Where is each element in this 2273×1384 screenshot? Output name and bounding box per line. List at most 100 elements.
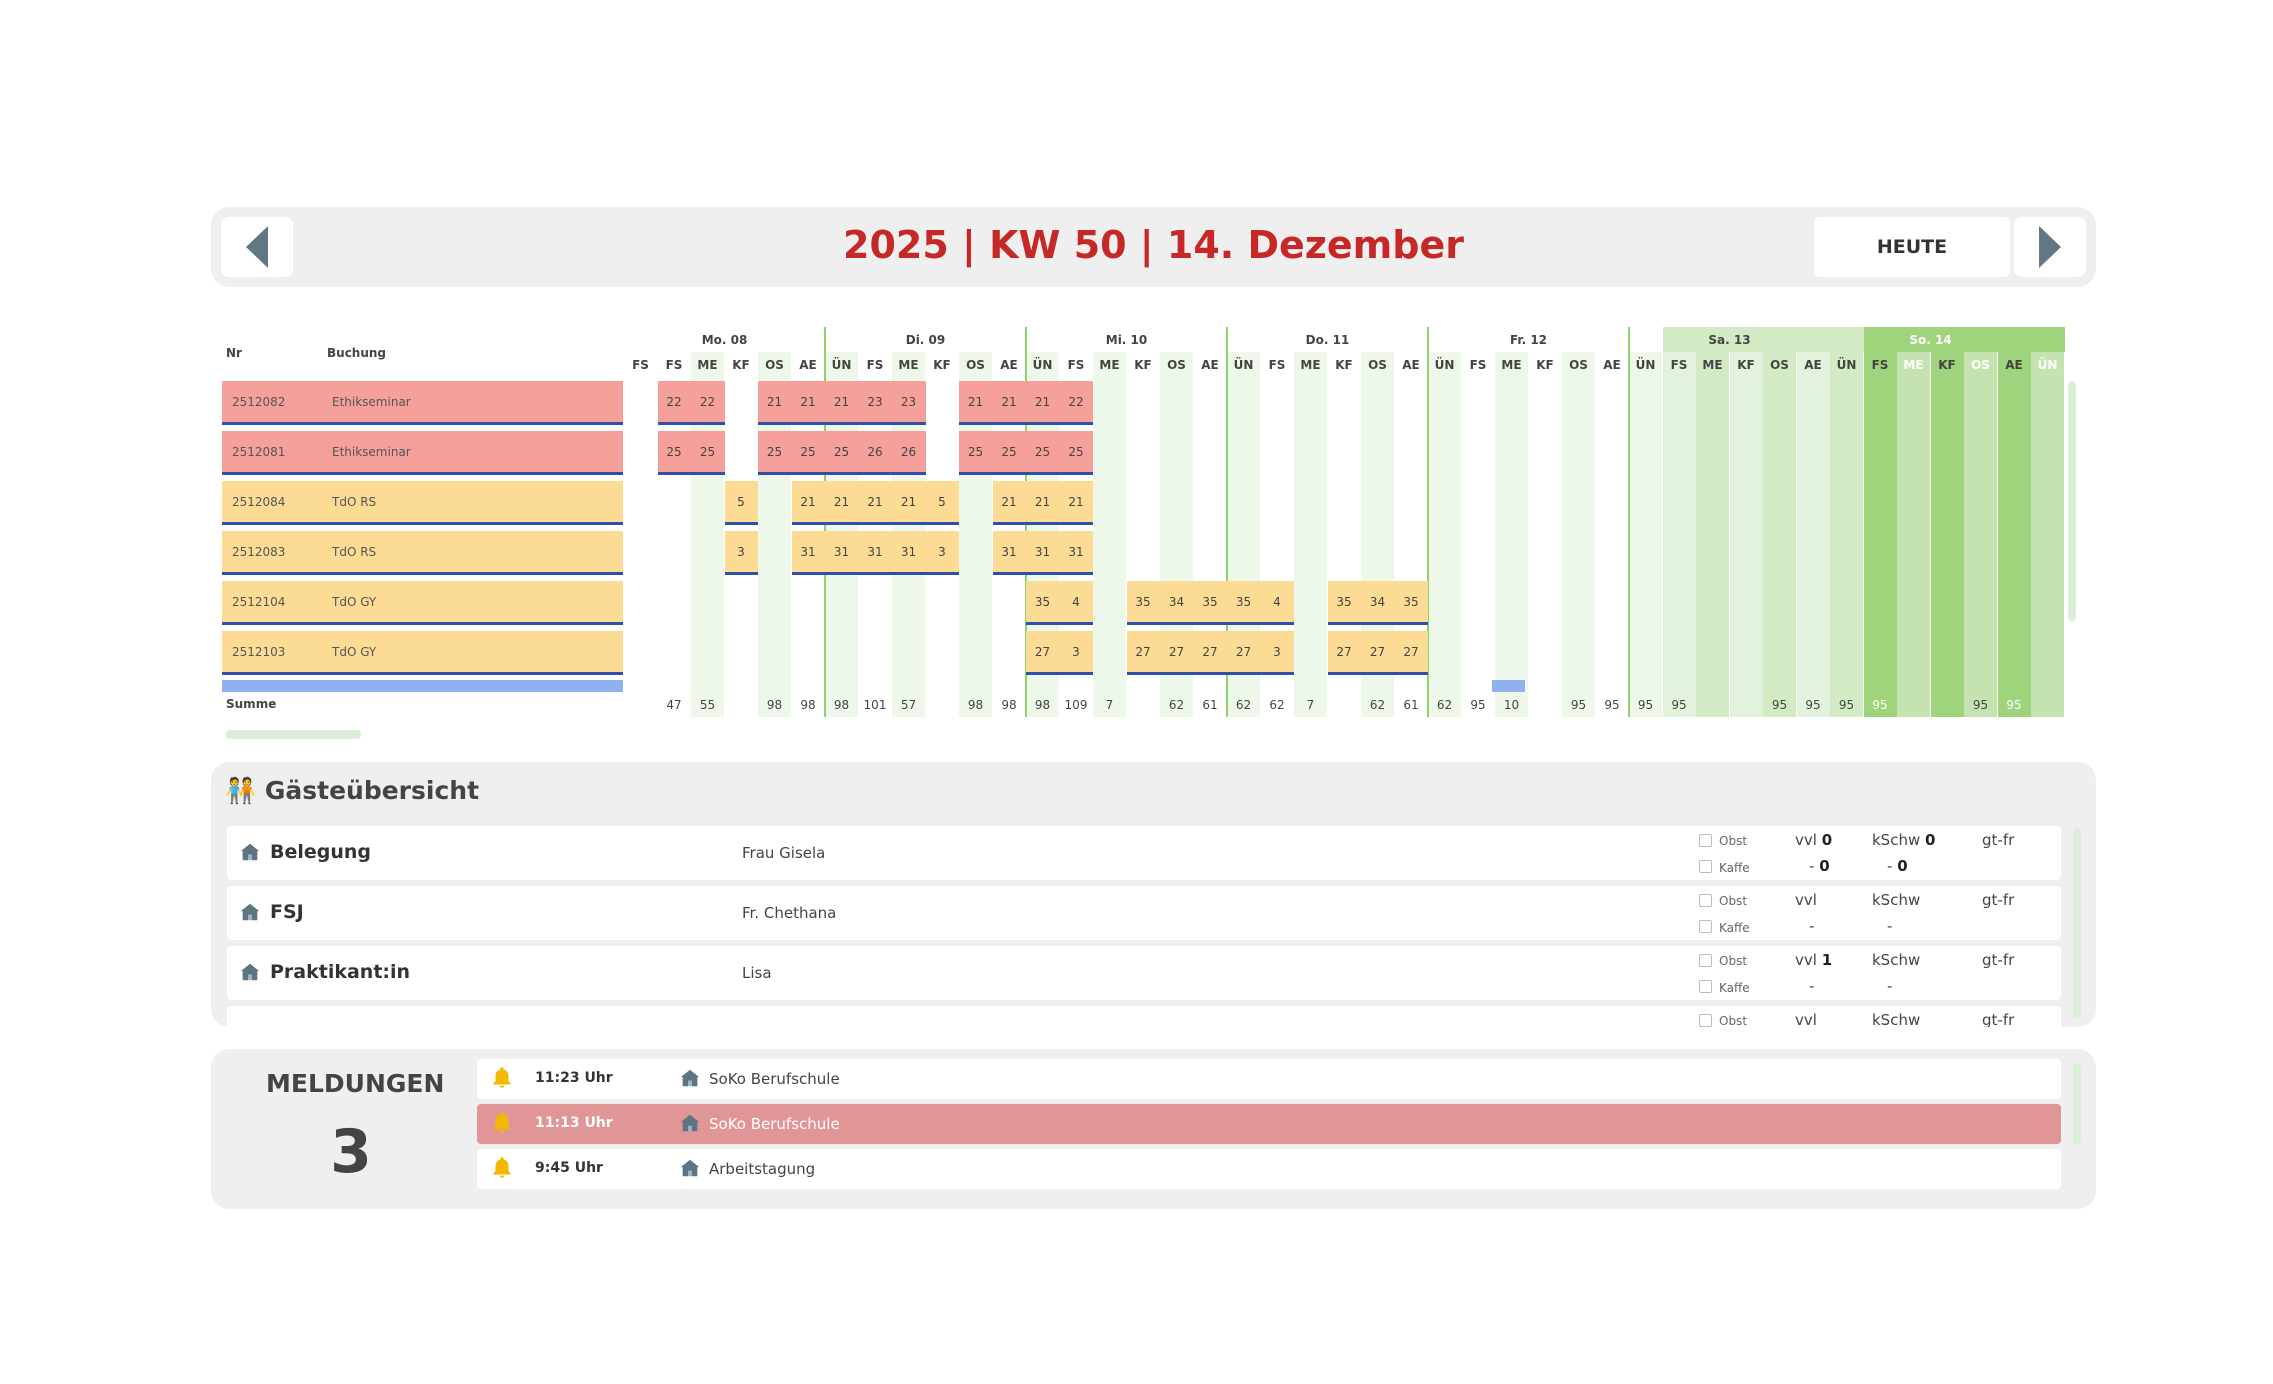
booking-segment[interactable]: [791, 531, 959, 575]
cell-value: 25: [1034, 445, 1051, 459]
booking-segment[interactable]: [657, 431, 725, 475]
dash-value: -: [1887, 917, 1893, 935]
obst-label: Obst: [1719, 894, 1748, 908]
kaffe-checkbox[interactable]: [1699, 980, 1712, 993]
meal-column-header: ME: [1702, 358, 1723, 372]
booking-segment[interactable]: [1327, 631, 1428, 675]
messages-scrollbar[interactable]: [2073, 1063, 2081, 1145]
meal-column-header: KF: [732, 358, 750, 372]
booking-row[interactable]: 2512084 TdO RS: [222, 481, 623, 525]
guest-overview-title: 🧑‍🤝‍🧑 Gästeübersicht: [225, 776, 480, 805]
sum-value: 95: [1771, 698, 1788, 712]
column-background: [1629, 352, 1662, 717]
meal-column-header: ME: [898, 358, 919, 372]
kschw-value: kSchw 0: [1872, 831, 1936, 849]
meal-column-header: OS: [1167, 358, 1186, 372]
booking-segment[interactable]: [1026, 581, 1093, 625]
sum-bar-fr: [1492, 680, 1525, 692]
sum-value: 62: [1369, 698, 1386, 712]
sum-value: 7: [1306, 698, 1315, 712]
column-background: [1997, 352, 2031, 717]
booking-segment[interactable]: [724, 531, 758, 575]
sum-value: 98: [1034, 698, 1051, 712]
meal-column-header: ME: [1903, 358, 1924, 372]
booking-segment[interactable]: [758, 431, 926, 475]
cell-value: 21: [833, 395, 850, 409]
cell-value: 27: [1235, 645, 1252, 659]
cell-value: 27: [1034, 645, 1051, 659]
sum-bar: [222, 680, 623, 692]
booking-segment[interactable]: [724, 481, 758, 525]
meal-column-header: OS: [765, 358, 784, 372]
meal-column-header: ÜN: [831, 358, 852, 372]
cell-value: 27: [1369, 645, 1386, 659]
sum-value: 98: [766, 698, 783, 712]
booking-segment[interactable]: [758, 381, 926, 425]
sum-value: 62: [1235, 698, 1252, 712]
obst-checkbox[interactable]: [1699, 954, 1712, 967]
booking-segment[interactable]: [1026, 631, 1093, 675]
cell-value: 5: [938, 495, 946, 509]
sum-value: 101: [863, 698, 887, 712]
booking-segment[interactable]: [791, 481, 959, 525]
next-week-button[interactable]: [2014, 217, 2086, 277]
booking-segment[interactable]: [1126, 581, 1294, 625]
booking-segment[interactable]: [657, 381, 725, 425]
meal-column-header: FS: [632, 358, 649, 372]
chevron-right-icon: [2039, 226, 2061, 268]
booking-row[interactable]: 2512104 TdO GY: [222, 581, 623, 625]
dash-value: -: [1809, 917, 1815, 935]
day-header: Do. 11: [1305, 333, 1350, 347]
meal-column-header: AE: [1804, 358, 1822, 372]
meal-column-header: AE: [1603, 358, 1621, 372]
meal-column-header: ÜN: [1836, 358, 1857, 372]
booking-row[interactable]: 2512083 TdO RS: [222, 531, 623, 575]
guest-row[interactable]: Belegung Frau Gisela Obst Kaffe vvl 0 kSchw 0…: [227, 826, 2061, 880]
message-item[interactable]: 9:45 Uhr Arbeitstagung: [477, 1149, 2061, 1189]
guest-scrollbar[interactable]: [2073, 828, 2081, 1018]
cell-value: 4: [1273, 595, 1281, 609]
message-item[interactable]: 11:13 Uhr SoKo Berufschule: [477, 1104, 2061, 1144]
obst-label: Obst: [1719, 954, 1748, 968]
prev-week-button[interactable]: [221, 217, 293, 277]
guest-row[interactable]: Praktikant:in Lisa Obst Kaffe vvl 1 kSchw gt-…: [227, 946, 2061, 1000]
cell-value: 31: [1001, 545, 1017, 559]
booking-segment[interactable]: [959, 431, 1093, 475]
obst-checkbox[interactable]: [1699, 894, 1712, 907]
cell-value: 22: [699, 395, 716, 409]
horizontal-scrollbar[interactable]: [226, 730, 361, 739]
obst-checkbox[interactable]: [1699, 834, 1712, 847]
booking-row[interactable]: 2512082 Ethikseminar: [222, 381, 623, 425]
column-background: [1495, 352, 1528, 717]
booking-row[interactable]: 2512081 Ethikseminar: [222, 431, 623, 475]
guest-category: Praktikant:in: [270, 961, 411, 983]
booking-name: TdO RS: [332, 495, 377, 509]
meal-column-header: ÜN: [1032, 358, 1053, 372]
cell-value: 23: [900, 395, 917, 409]
cell-value: 27: [1336, 645, 1352, 659]
meal-column-header: ÜN: [1233, 358, 1254, 372]
booking-segment[interactable]: [1126, 631, 1294, 675]
sum-value: 98: [800, 698, 816, 712]
cell-value: 25: [967, 445, 984, 459]
sum-value: 61: [1403, 698, 1419, 712]
messages-panel: MELDUNGEN 3 11:23 Uhr SoKo Berufschule 11:…: [211, 1049, 2096, 1209]
kaffe-checkbox[interactable]: [1699, 860, 1712, 873]
vertical-scrollbar[interactable]: [2068, 381, 2076, 621]
column-background: [1830, 352, 1863, 717]
bell-icon: [493, 1067, 511, 1088]
today-button[interactable]: HEUTE: [1814, 217, 2010, 277]
cell-value: 25: [1001, 445, 1017, 459]
booking-segment[interactable]: [992, 531, 1093, 575]
guest-row[interactable]: Obst vvl kSchw gt-fr: [227, 1006, 2061, 1027]
booking-row[interactable]: 2512103 TdO GY: [222, 631, 623, 675]
guest-row[interactable]: FSJ Fr. Chethana Obst Kaffe vvl kSchw gt-fr -…: [227, 886, 2061, 940]
booking-segment[interactable]: [1327, 581, 1428, 625]
message-item[interactable]: 11:23 Uhr SoKo Berufschule: [477, 1059, 2061, 1099]
booking-segment[interactable]: [992, 481, 1093, 525]
weekend-day-band: [1863, 327, 2065, 352]
obst-checkbox[interactable]: [1699, 1014, 1712, 1027]
kaffe-checkbox[interactable]: [1699, 920, 1712, 933]
cell-value: 22: [1068, 395, 1084, 409]
booking-segment[interactable]: [959, 381, 1093, 425]
